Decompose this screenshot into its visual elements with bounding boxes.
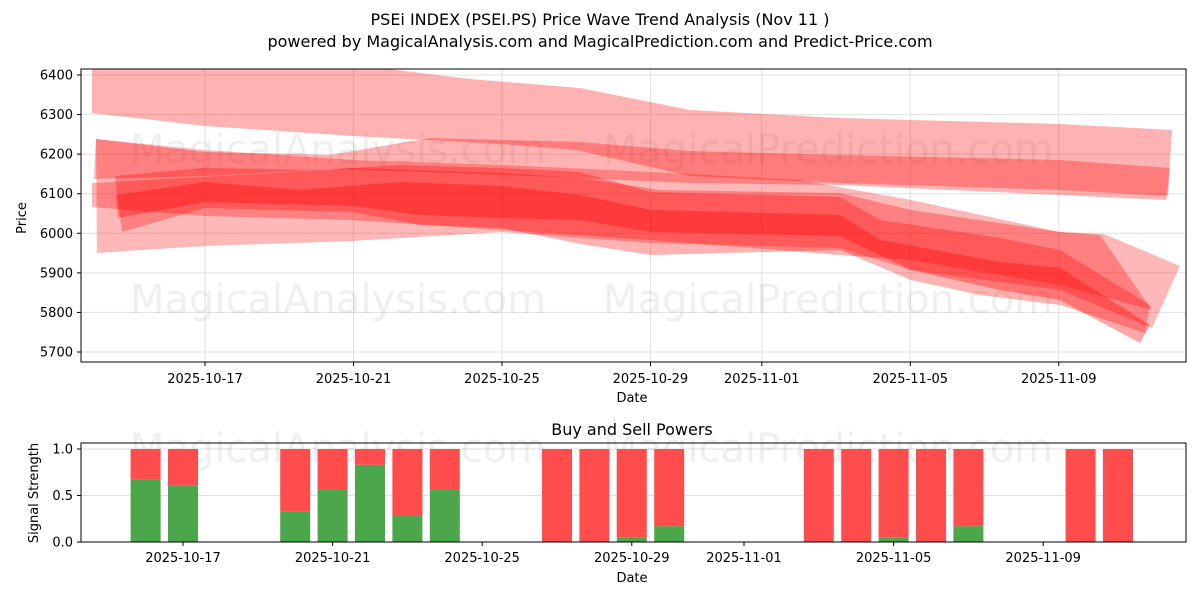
sell-power-bar <box>1103 449 1133 542</box>
wave-band-core-outer <box>92 168 1152 310</box>
x-tick-label: 2025-10-25 <box>464 372 540 387</box>
signal-bar <box>654 449 685 542</box>
y-tick-label: 5800 <box>40 306 73 321</box>
chart-title: PSEi INDEX (PSEI.PS) Price Wave Trend An… <box>370 10 830 29</box>
sell-power-bar <box>429 449 460 490</box>
x-tick-label: 2025-11-09 <box>1005 551 1081 566</box>
sell-power-bar <box>280 449 311 512</box>
x-tick-label: 2025-10-17 <box>167 372 243 387</box>
signal-bar <box>616 449 647 542</box>
sell-power-bar <box>130 449 161 480</box>
wave-bands <box>92 69 1180 343</box>
wave-band-wide <box>96 139 1180 328</box>
chart-subtitle: powered by MagicalAnalysis.com and Magic… <box>267 32 933 51</box>
y-tick-label: 1.0 <box>52 443 73 458</box>
signal-bar <box>392 449 423 542</box>
buy-power-bar <box>355 464 385 542</box>
sell-power-bar <box>841 449 872 542</box>
y-axis-label: Signal Strength <box>27 443 42 543</box>
bar-chart-title: Buy and Sell Powers <box>551 420 713 439</box>
x-tick-label: 2025-11-05 <box>856 551 932 566</box>
sell-power-bar <box>317 449 348 490</box>
sell-power-bar <box>542 449 572 542</box>
watermark: MagicalPrediction.com <box>603 277 1053 323</box>
sell-power-bar <box>355 449 385 465</box>
buy-power-bar <box>654 526 685 542</box>
buy-power-bar <box>429 489 460 542</box>
buy-power-bar <box>168 485 198 542</box>
sell-power-bar <box>579 449 610 542</box>
sell-power-bar <box>953 449 984 527</box>
x-tick-label: 2025-11-01 <box>724 372 800 387</box>
signal-bar <box>280 449 311 542</box>
signal-bar <box>317 449 348 542</box>
wave-band-upper <box>92 69 1172 196</box>
y-tick-label: 0.0 <box>52 536 73 551</box>
signal-bar <box>130 449 161 542</box>
sell-power-bar <box>916 449 946 542</box>
signal-bar <box>1065 449 1096 542</box>
y-tick-label: 0.5 <box>52 489 73 504</box>
signal-bar <box>803 449 834 542</box>
x-tick-label: 2025-11-01 <box>706 551 782 566</box>
x-tick-label: 2025-11-09 <box>1021 372 1097 387</box>
y-tick-label: 5900 <box>40 266 73 281</box>
sell-power-bar <box>168 449 198 486</box>
y-tick-label: 6400 <box>40 69 73 84</box>
x-tick-label: 2025-10-17 <box>145 551 221 566</box>
watermark: MagicalPrediction.com <box>603 127 1053 173</box>
x-tick-label: 2025-11-05 <box>872 372 948 387</box>
signal-bar <box>841 449 872 542</box>
signal-bar <box>953 449 984 542</box>
signal-bar <box>355 449 385 542</box>
wave-band-center <box>116 182 1150 343</box>
buy-power-bar <box>878 537 909 542</box>
x-tick-label: 2025-10-21 <box>295 551 371 566</box>
buy-power-bar <box>130 479 161 542</box>
sell-power-bar <box>803 449 834 542</box>
sell-power-bar <box>392 449 423 516</box>
buy-power-bar <box>392 515 423 542</box>
watermark: MagicalAnalysis.com <box>130 277 546 323</box>
buy-power-bar <box>317 489 348 542</box>
x-tick-label: 2025-10-29 <box>594 551 670 566</box>
price-plot: 5700 5800 5900 6000 6100 6200 6300 6400 2025-10-… <box>15 68 1187 406</box>
x-axis-label: Date <box>616 571 647 586</box>
sell-power-bar <box>616 449 647 538</box>
y-tick-label: 6100 <box>40 187 73 202</box>
x-axis-label: Date <box>616 391 647 406</box>
buy-power-bar <box>616 537 647 542</box>
x-tick-label: 2025-10-25 <box>444 551 520 566</box>
signal-bar <box>579 449 610 542</box>
sell-power-bar <box>654 449 685 527</box>
signal-bar <box>168 449 198 542</box>
x-tick-label: 2025-10-29 <box>613 372 689 387</box>
y-tick-label: 6300 <box>40 108 73 123</box>
y-tick-label: 6000 <box>40 227 73 242</box>
y-tick-label: 5700 <box>40 346 73 361</box>
signal-bar <box>1103 449 1133 542</box>
signal-bar <box>429 449 460 542</box>
wave-band-mid-upper <box>94 138 1170 200</box>
sell-power-bar <box>1065 449 1096 542</box>
y-tick-label: 6200 <box>40 148 73 163</box>
signal-bar <box>878 449 909 542</box>
buy-power-bar <box>280 511 311 542</box>
signal-bar <box>916 449 946 542</box>
y-axis-label: Price <box>15 202 30 234</box>
buy-power-bar <box>953 526 984 542</box>
wave-band-core <box>115 165 1150 333</box>
watermark: MagicalAnalysis.com <box>130 127 546 173</box>
buy-sell-plot: Buy and Sell Powers 0.0 0.5 1.0 2025-10-17 20… <box>27 420 1187 586</box>
x-tick-label: 2025-10-21 <box>316 372 392 387</box>
sell-power-bar <box>878 449 909 538</box>
signal-bar <box>542 449 572 542</box>
